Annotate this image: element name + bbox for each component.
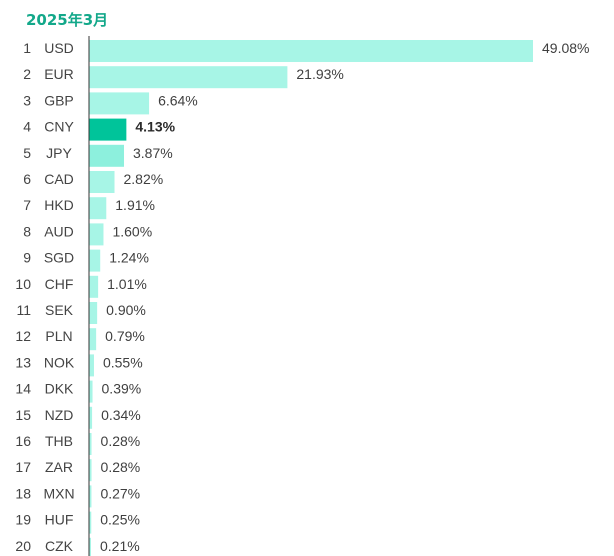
bar-chf bbox=[89, 275, 99, 298]
rank-label-15: 15 bbox=[15, 407, 31, 423]
chart-title: 2025年3月 bbox=[26, 11, 109, 29]
bar-pln bbox=[89, 328, 97, 351]
rank-label-9: 9 bbox=[23, 250, 31, 266]
value-label-cny: 4.13% bbox=[135, 119, 175, 135]
bar-thb bbox=[89, 433, 92, 455]
bar-cny bbox=[89, 118, 127, 141]
currency-label-zar: ZAR bbox=[45, 459, 73, 475]
currency-label-usd: USD bbox=[44, 40, 74, 56]
value-label-usd: 49.08% bbox=[542, 40, 589, 56]
value-label-thb: 0.28% bbox=[101, 433, 141, 449]
value-label-jpy: 3.87% bbox=[133, 145, 173, 161]
currency-label-jpy: JPY bbox=[46, 145, 72, 161]
value-label-aud: 1.60% bbox=[112, 223, 152, 239]
currency-label-sek: SEK bbox=[45, 302, 74, 318]
rank-label-10: 10 bbox=[15, 276, 31, 292]
bar-mxn bbox=[89, 485, 92, 508]
currency-label-cny: CNY bbox=[44, 119, 74, 135]
rank-label-14: 14 bbox=[15, 381, 31, 397]
currency-label-hkd: HKD bbox=[44, 197, 74, 213]
rank-label-3: 3 bbox=[23, 92, 31, 108]
rank-label-16: 16 bbox=[15, 433, 31, 449]
rank-label-18: 18 bbox=[15, 485, 31, 501]
bar-usd bbox=[89, 40, 533, 62]
currency-label-nok: NOK bbox=[44, 354, 75, 370]
bar-sgd bbox=[89, 249, 101, 272]
value-label-zar: 0.28% bbox=[101, 459, 141, 475]
currency-label-mxn: MXN bbox=[43, 485, 74, 501]
currency-label-thb: THB bbox=[45, 433, 73, 449]
currency-label-czk: CZK bbox=[45, 538, 74, 554]
bar-jpy bbox=[89, 144, 125, 167]
value-label-chf: 1.01% bbox=[107, 276, 147, 292]
rank-label-12: 12 bbox=[15, 328, 31, 344]
value-label-mxn: 0.27% bbox=[100, 485, 140, 501]
currency-label-sgd: SGD bbox=[44, 250, 74, 266]
rank-label-5: 5 bbox=[23, 145, 31, 161]
currency-label-eur: EUR bbox=[44, 66, 74, 82]
bar-dkk bbox=[89, 380, 93, 403]
value-label-huf: 0.25% bbox=[100, 512, 140, 528]
rank-label-1: 1 bbox=[23, 40, 31, 56]
currency-label-nzd: NZD bbox=[45, 407, 74, 423]
value-label-sgd: 1.24% bbox=[109, 250, 149, 266]
currency-label-aud: AUD bbox=[44, 223, 74, 239]
currency-label-cad: CAD bbox=[44, 171, 74, 187]
rank-label-20: 20 bbox=[15, 538, 31, 554]
bar-eur bbox=[89, 66, 288, 89]
bar-hkd bbox=[89, 197, 107, 220]
currency-label-pln: PLN bbox=[45, 328, 72, 344]
value-label-nok: 0.55% bbox=[103, 354, 143, 370]
rank-label-2: 2 bbox=[23, 66, 31, 82]
value-label-cad: 2.82% bbox=[124, 171, 164, 187]
bar-zar bbox=[89, 459, 92, 482]
rank-label-11: 11 bbox=[16, 302, 31, 318]
value-label-sek: 0.90% bbox=[106, 302, 146, 318]
bar-sek bbox=[89, 302, 98, 324]
bar-gbp bbox=[89, 92, 150, 115]
bar-nok bbox=[89, 354, 94, 377]
currency-label-dkk: DKK bbox=[45, 381, 74, 397]
rank-label-13: 13 bbox=[15, 354, 31, 370]
value-label-dkk: 0.39% bbox=[102, 381, 142, 397]
rank-label-7: 7 bbox=[23, 197, 31, 213]
rank-label-8: 8 bbox=[23, 223, 31, 239]
value-label-czk: 0.21% bbox=[100, 538, 140, 554]
value-label-eur: 21.93% bbox=[296, 66, 343, 82]
value-label-nzd: 0.34% bbox=[101, 407, 141, 423]
rank-label-19: 19 bbox=[15, 512, 31, 528]
bar-czk bbox=[89, 537, 91, 556]
rank-label-4: 4 bbox=[23, 119, 31, 135]
rank-label-6: 6 bbox=[23, 171, 31, 187]
bar-huf bbox=[89, 511, 92, 534]
bar-aud bbox=[89, 223, 104, 246]
value-label-pln: 0.79% bbox=[105, 328, 145, 344]
rank-label-17: 17 bbox=[15, 459, 31, 475]
value-label-gbp: 6.64% bbox=[158, 92, 198, 108]
bar-nzd bbox=[89, 406, 93, 429]
currency-label-chf: CHF bbox=[45, 276, 74, 292]
value-label-hkd: 1.91% bbox=[115, 197, 155, 213]
currency-label-huf: HUF bbox=[45, 512, 74, 528]
bar-cad bbox=[89, 171, 115, 193]
currency-label-gbp: GBP bbox=[44, 92, 74, 108]
